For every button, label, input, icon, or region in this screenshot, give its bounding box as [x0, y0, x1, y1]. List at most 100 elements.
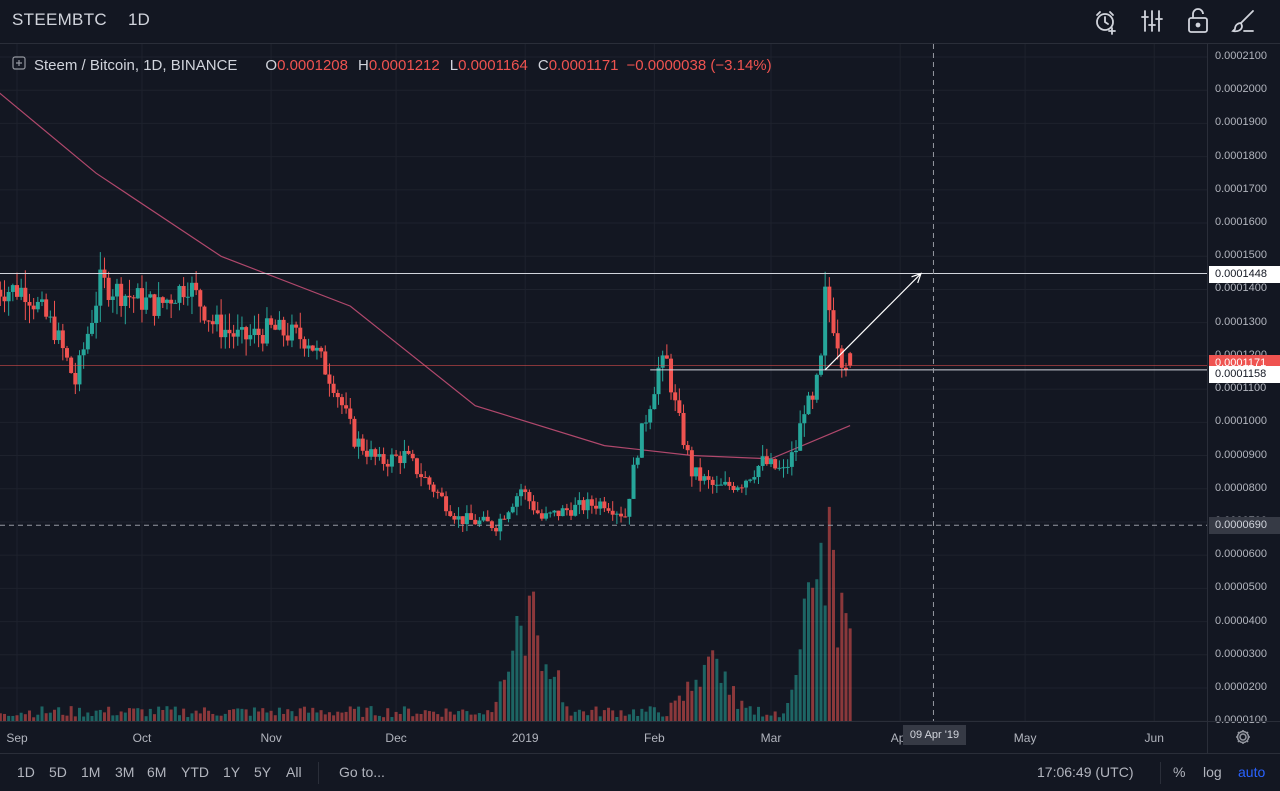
volume-bar: [427, 711, 431, 721]
candle-body: [139, 288, 144, 310]
time-axis-label: Jun: [1144, 731, 1164, 745]
crosshair-date-label: 09 Apr '19: [903, 725, 966, 745]
price-axis-label: 0.0001300: [1215, 315, 1267, 328]
candle-body: [385, 463, 390, 467]
volume-bar: [486, 710, 490, 721]
range-all[interactable]: All: [286, 764, 302, 780]
percent-scale-toggle[interactable]: %: [1173, 764, 1186, 780]
range-5y[interactable]: 5Y: [254, 764, 272, 780]
candle-body: [156, 297, 161, 316]
time-axis-label: Sep: [6, 731, 28, 745]
volume-bar: [527, 595, 531, 721]
candle-body: [148, 294, 153, 298]
candle-body: [843, 367, 848, 370]
go-to-date-button[interactable]: Go to...: [339, 764, 385, 780]
candle-body: [623, 516, 628, 518]
volume-bar: [636, 715, 640, 721]
volume-bar: [419, 713, 423, 721]
candle-body: [531, 501, 536, 511]
volume-bar: [740, 700, 744, 721]
volume-bar: [757, 706, 761, 721]
alarm-add-icon[interactable]: [1091, 6, 1121, 36]
volume-bar: [557, 670, 561, 721]
volume-bar: [694, 679, 698, 721]
range-ytd[interactable]: YTD: [181, 764, 209, 780]
candle-body: [202, 306, 207, 321]
volume-bar: [232, 709, 236, 721]
volume-bar: [294, 716, 298, 721]
time-axis[interactable]: Jun May Apr Mar Feb 2019 Dec Nov Oct Sep 09 Apr '…: [0, 721, 1207, 753]
candle-body: [331, 383, 336, 393]
volume-bar: [169, 709, 173, 721]
low-label: L: [449, 56, 459, 74]
volume-bar: [27, 710, 31, 721]
volume-bar: [748, 706, 752, 721]
symbol-name[interactable]: STEEMBTC: [12, 10, 107, 29]
lock-icon[interactable]: [1183, 6, 1213, 36]
candle-body: [281, 319, 286, 336]
range-6m[interactable]: 6M: [147, 764, 167, 780]
volume-bar: [190, 713, 194, 721]
candle-body: [285, 335, 290, 341]
divider: [318, 762, 319, 784]
candle-body: [381, 454, 386, 464]
candle-body: [756, 465, 761, 478]
candle-body: [519, 489, 524, 497]
price-axis-label: 0.0002000: [1215, 83, 1267, 96]
candle-body: [298, 327, 303, 340]
candle-body: [89, 322, 94, 334]
volume-bar: [102, 712, 106, 721]
volume-bar: [790, 689, 794, 721]
volume-bar: [119, 711, 123, 721]
range-1d[interactable]: 1D: [17, 764, 35, 780]
auto-scale-toggle[interactable]: auto: [1238, 764, 1266, 780]
volume-bar: [781, 713, 785, 721]
close-value: 0.0001171: [548, 56, 619, 74]
range-1y[interactable]: 1Y: [223, 764, 241, 780]
time-axis-label: Dec: [385, 731, 407, 745]
volume-bar: [657, 712, 661, 721]
price-axis-label: 0.0001100: [1215, 382, 1267, 395]
candle-body: [498, 518, 503, 532]
candle-body: [485, 516, 490, 522]
change-value: −0.0000038 (−3.14%): [626, 56, 772, 74]
indicators-icon[interactable]: [1137, 6, 1167, 36]
log-scale-toggle[interactable]: log: [1203, 764, 1222, 780]
volume-bar: [61, 714, 65, 721]
drawing-brush-icon[interactable]: [1229, 6, 1259, 36]
range-3m[interactable]: 3M: [115, 764, 135, 780]
volume-bar: [561, 702, 565, 721]
volume-bar: [290, 711, 294, 721]
range-1m[interactable]: 1M: [81, 764, 101, 780]
candle-body: [227, 329, 232, 334]
range-5d[interactable]: 5D: [49, 764, 67, 780]
volume-bar: [619, 710, 623, 721]
chart-pane[interactable]: [0, 44, 1207, 721]
price-axis-label: 0.0001600: [1215, 216, 1267, 229]
candle-body: [785, 466, 790, 468]
price-axis[interactable]: 0.0002100 0.0002000 0.0001900 0.0001800 0.00…: [1207, 44, 1280, 726]
candle-body: [135, 288, 140, 299]
chart-settings-button[interactable]: [1207, 721, 1280, 753]
volume-bar: [798, 649, 802, 721]
candle-body: [769, 459, 773, 465]
price-chart[interactable]: [0, 44, 1207, 721]
candle-body: [6, 291, 11, 302]
interval-selector[interactable]: 1D: [128, 10, 150, 29]
volume-bar: [323, 714, 327, 721]
volume-bar: [848, 628, 852, 721]
candle-body: [419, 474, 424, 478]
candle-body: [306, 345, 311, 349]
candle-body: [656, 367, 661, 395]
add-symbol-icon[interactable]: [12, 56, 26, 74]
volume-bar: [86, 712, 90, 721]
volume-bar: [173, 706, 177, 721]
candle-body: [402, 450, 407, 464]
candle-body: [81, 349, 86, 356]
volume-bar: [127, 708, 131, 721]
utc-clock[interactable]: 17:06:49 (UTC): [1037, 764, 1134, 780]
price-axis-label: 0.0000300: [1215, 647, 1267, 660]
candle-body: [289, 324, 294, 341]
candle-body: [260, 335, 265, 344]
volume-bar: [73, 716, 77, 721]
